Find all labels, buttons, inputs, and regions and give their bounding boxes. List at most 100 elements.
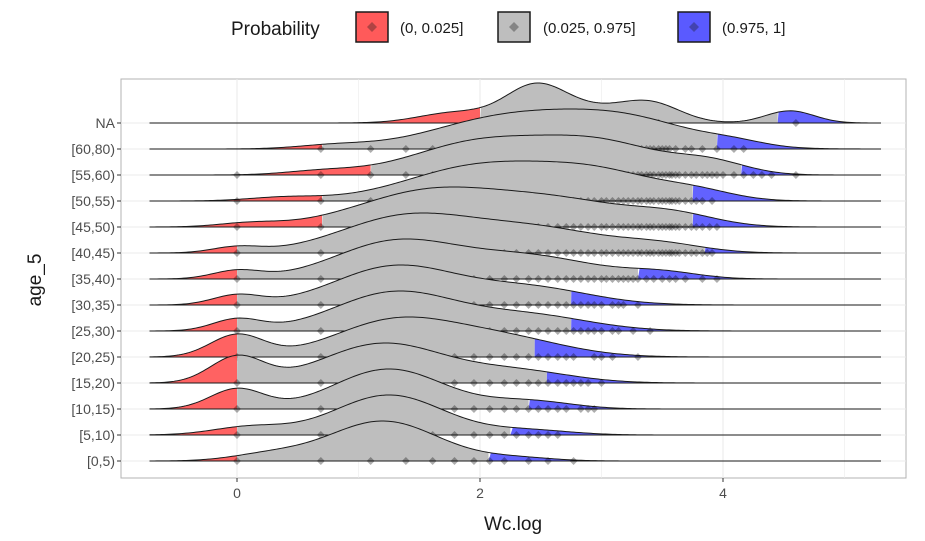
data-point xyxy=(619,249,628,257)
data-point xyxy=(708,197,717,205)
y-tick-label: [20,25) xyxy=(71,349,115,365)
y-tick-label: [15,20) xyxy=(71,375,115,391)
data-point xyxy=(469,457,478,465)
data-point xyxy=(576,379,585,387)
data-point xyxy=(698,197,707,205)
data-point xyxy=(576,405,585,413)
data-point xyxy=(597,327,606,335)
data-point xyxy=(553,353,562,361)
data-point xyxy=(569,249,578,257)
ridge-fill-middle xyxy=(237,317,535,357)
data-point xyxy=(544,379,553,387)
data-point xyxy=(524,301,533,309)
data-point xyxy=(562,249,571,257)
data-point xyxy=(624,197,633,205)
data-point xyxy=(661,223,670,231)
data-point xyxy=(524,457,533,465)
data-point xyxy=(553,249,562,257)
data-point xyxy=(698,249,707,257)
data-point xyxy=(624,275,633,283)
data-point xyxy=(687,171,696,179)
data-point xyxy=(671,145,680,153)
data-point xyxy=(646,197,655,205)
data-point xyxy=(675,171,684,179)
y-tick-label: [55,60) xyxy=(71,167,115,183)
data-point xyxy=(500,301,509,309)
ridge-fill-low-tail xyxy=(149,355,237,383)
data-point xyxy=(739,145,748,153)
data-point xyxy=(544,249,553,257)
y-tick-label: [40,45) xyxy=(71,245,115,261)
data-point xyxy=(637,249,646,257)
data-point xyxy=(667,223,676,231)
ridge-outline xyxy=(149,212,881,254)
data-point xyxy=(665,145,674,153)
legend-label: (0.975, 1] xyxy=(722,20,785,37)
data-point xyxy=(675,197,684,205)
data-point xyxy=(569,353,578,361)
y-tick-label: [0,5) xyxy=(87,453,115,469)
data-point xyxy=(553,405,562,413)
data-point xyxy=(698,223,707,231)
data-point xyxy=(614,249,623,257)
data-point xyxy=(401,171,410,179)
data-point xyxy=(450,457,459,465)
data-point xyxy=(649,171,658,179)
data-point xyxy=(687,223,696,231)
data-point xyxy=(681,197,690,205)
data-point xyxy=(584,223,593,231)
data-point xyxy=(597,249,606,257)
data-point xyxy=(534,431,543,439)
data-point xyxy=(614,223,623,231)
data-point xyxy=(698,145,707,153)
data-point xyxy=(729,145,738,153)
data-point xyxy=(692,171,701,179)
data-point xyxy=(649,223,658,231)
y-tick-label: [50,55) xyxy=(71,193,115,209)
legend-key-point xyxy=(509,22,519,32)
data-point xyxy=(553,327,562,335)
data-point xyxy=(316,197,325,205)
data-point xyxy=(665,223,674,231)
data-point xyxy=(619,301,628,309)
data-point xyxy=(401,457,410,465)
ridge-fill-high-tail xyxy=(571,290,881,305)
data-point xyxy=(316,171,325,179)
data-point xyxy=(316,457,325,465)
data-point xyxy=(681,171,690,179)
data-point xyxy=(681,223,690,231)
data-point xyxy=(658,197,667,205)
data-point xyxy=(576,223,585,231)
data-point xyxy=(524,431,533,439)
data-point xyxy=(597,353,606,361)
data-point xyxy=(633,223,642,231)
data-point xyxy=(614,301,623,309)
data-point xyxy=(485,379,494,387)
data-point xyxy=(629,197,638,205)
y-tick-label: [35,40) xyxy=(71,271,115,287)
legend-label: (0.025, 0.975] xyxy=(543,20,636,37)
data-point xyxy=(316,327,325,335)
ridge-fill-high-tail xyxy=(488,452,881,461)
data-point xyxy=(619,275,628,283)
data-point xyxy=(500,353,509,361)
data-point xyxy=(485,353,494,361)
data-point xyxy=(469,431,478,439)
data-point xyxy=(712,171,721,179)
ridge-fill-low-tail xyxy=(149,164,371,175)
data-point xyxy=(681,145,690,153)
data-point xyxy=(729,171,738,179)
data-point xyxy=(749,171,758,179)
data-point xyxy=(642,223,651,231)
data-point xyxy=(624,249,633,257)
y-tick-label: [25,30) xyxy=(71,323,115,339)
data-point xyxy=(469,405,478,413)
legend-entries: (0, 0.025] (0.025, 0.975] (0.975, 1] xyxy=(355,11,785,43)
data-point xyxy=(584,301,593,309)
data-point xyxy=(667,197,676,205)
data-point xyxy=(687,249,696,257)
data-point xyxy=(584,275,593,283)
data-point xyxy=(590,249,599,257)
data-point xyxy=(646,327,655,335)
data-point xyxy=(705,223,714,231)
